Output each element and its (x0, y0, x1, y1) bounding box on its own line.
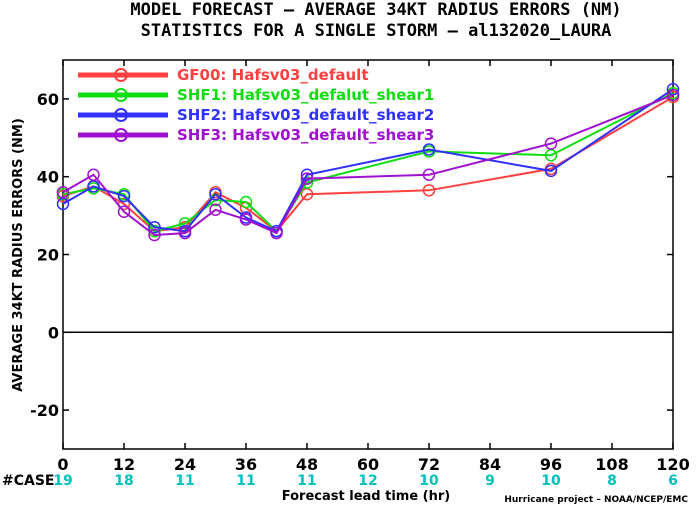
case-count: 11 (297, 473, 316, 489)
legend-marker-2 (114, 88, 128, 102)
y-tick-label: 40 (37, 168, 59, 187)
legend-marker-1 (114, 68, 128, 82)
data-point (300, 176, 314, 189)
legend-marker-3 (114, 108, 128, 122)
case-count: 6 (668, 473, 678, 489)
case-count: 12 (358, 473, 377, 489)
credit-text: Hurricane project – NOAA/NCEP/EMC (504, 495, 688, 505)
case-count: 10 (419, 473, 439, 489)
chart-title-line2: STATISTICS FOR A SINGLE STORM – al132020… (141, 21, 612, 41)
x-tick-label: 108 (595, 455, 628, 474)
legend-label-3: SHF2: Hafsv03_default_shear2 (177, 106, 434, 124)
x-tick-label: 72 (418, 455, 440, 474)
data-point (422, 168, 436, 182)
y-tick-label: 20 (37, 246, 59, 265)
legend-label-4: SHF3: Hafsv03_default_shear3 (177, 126, 434, 144)
legend-marker-4 (114, 128, 128, 142)
data-point (148, 221, 161, 234)
case-count: 19 (53, 473, 72, 489)
case-count: 18 (114, 473, 133, 489)
data-point (422, 184, 436, 197)
x-tick-label: 12 (113, 455, 135, 474)
x-tick-label: 120 (656, 455, 689, 474)
data-point (239, 195, 253, 209)
x-tick-label: 0 (57, 455, 68, 474)
data-point (117, 189, 131, 203)
data-point (422, 143, 436, 156)
data-point (178, 226, 192, 240)
x-tick-label: 96 (540, 455, 562, 474)
data-point (300, 172, 314, 185)
case-label: #CASE (2, 473, 55, 489)
data-point (117, 205, 131, 218)
data-point (209, 203, 222, 217)
series-line-4 (62, 94, 674, 237)
plot-area: 0191218241136114811601272108499610108812… (30, 59, 690, 489)
y-tick-label: 0 (48, 323, 59, 342)
x-tick-label: 24 (174, 455, 196, 474)
data-point (239, 213, 253, 226)
legend-label-1: GF00: Hafsv03_default (177, 66, 368, 84)
legend-label-2: SHF1: Hafsv03_defalut_shear1 (177, 86, 434, 104)
data-point (666, 88, 680, 102)
case-count: 8 (607, 473, 617, 489)
case-count: 9 (485, 473, 495, 489)
case-count: 10 (541, 473, 561, 489)
x-tick-label: 60 (357, 455, 379, 474)
data-point (87, 168, 100, 182)
y-tick-label: 60 (37, 90, 59, 109)
data-point (148, 228, 161, 242)
chart-title-line1: MODEL FORECAST – AVERAGE 34KT RADIUS ERR… (130, 0, 621, 20)
y-axis-label: AVERAGE 34KT RADIUS ERRORS (NM) (11, 118, 26, 392)
data-point (544, 164, 558, 178)
data-point (56, 186, 70, 199)
data-point (270, 226, 283, 240)
data-point (666, 82, 680, 96)
case-count: 11 (175, 473, 194, 489)
x-axis-label: Forecast lead time (hr) (282, 489, 450, 504)
x-tick-label: 36 (235, 455, 257, 474)
y-tick-label: -20 (30, 401, 59, 420)
data-point (209, 187, 222, 201)
case-count: 11 (236, 473, 255, 489)
data-point (544, 137, 558, 150)
x-tick-label: 48 (296, 455, 318, 474)
x-tick-label: 84 (479, 455, 501, 474)
